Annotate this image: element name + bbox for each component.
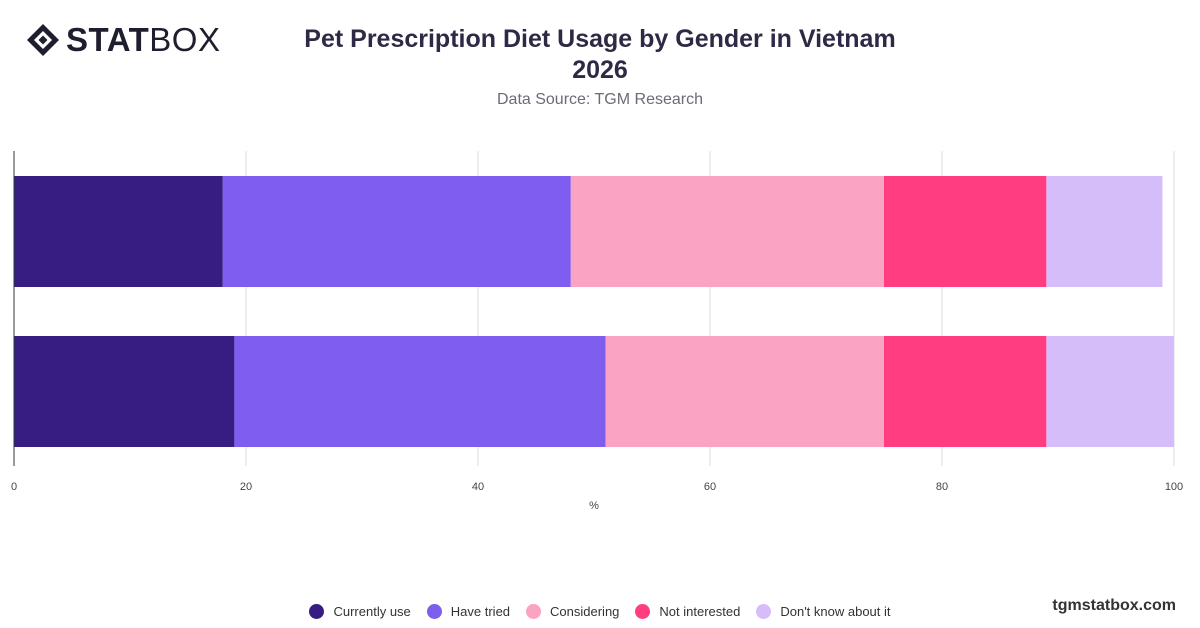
legend-item[interactable]: Have tried (426, 603, 511, 619)
logo-thin-text: BOX (149, 21, 221, 58)
diamond-logo-icon (27, 24, 59, 56)
x-axis-label: % (589, 500, 599, 512)
chart-title-line1: Pet Prescription Diet Usage by Gender in… (304, 25, 896, 53)
statbox-logo: STATBOX (26, 22, 220, 58)
chart-title-line2: 2026 (572, 56, 628, 84)
legend-item[interactable]: Currently use (309, 603, 411, 619)
chart-title: Pet Prescription Diet Usage by Gender in… (250, 24, 950, 86)
legend-label: Considering (550, 603, 620, 619)
legend-label: Don't know about it (780, 603, 891, 619)
bar-segment (14, 176, 223, 287)
bar-segment (234, 336, 606, 447)
x-tick-label: 80 (936, 481, 948, 493)
legend-marker-icon (526, 603, 542, 619)
bar-segment (222, 176, 571, 287)
legend-marker-icon (309, 603, 325, 619)
legend-label: Currently use (333, 603, 411, 619)
website-link[interactable]: tgmstatbox.com (1052, 597, 1176, 614)
x-tick-label: 20 (240, 481, 252, 493)
legend-item[interactable]: Considering (526, 603, 620, 619)
bar-segment (605, 336, 884, 447)
chart-subtitle: Data Source: TGM Research (496, 91, 703, 108)
legend-label: Not interested (659, 603, 741, 619)
legend-item[interactable]: Not interested (635, 603, 741, 619)
legend-marker-icon (635, 603, 651, 619)
x-tick-label: 60 (704, 481, 716, 493)
x-tick-label: 40 (472, 481, 484, 493)
x-tick-label: 100 (1165, 481, 1183, 493)
x-tick-label: 0 (11, 481, 17, 493)
bar-segment (570, 176, 884, 287)
legend-marker-icon (756, 603, 772, 619)
stacked-bar-chart: 0 20 40 60 80 100% (11, 151, 1183, 512)
legend-label: Have tried (450, 603, 511, 619)
logo-bold-text: STAT (66, 21, 150, 58)
bar-segment (884, 336, 1047, 447)
chart-legend: Currently use Have tried Considering Not in… (0, 601, 1200, 621)
bar-segment (1046, 336, 1174, 447)
legend-marker-icon (426, 603, 442, 619)
legend-item[interactable]: Don't know about it (756, 603, 891, 619)
bar-segment (884, 176, 1047, 287)
bar-segment (14, 336, 235, 447)
logo-wordmark: STATBOX (66, 22, 220, 58)
bar-segment (1046, 176, 1163, 287)
